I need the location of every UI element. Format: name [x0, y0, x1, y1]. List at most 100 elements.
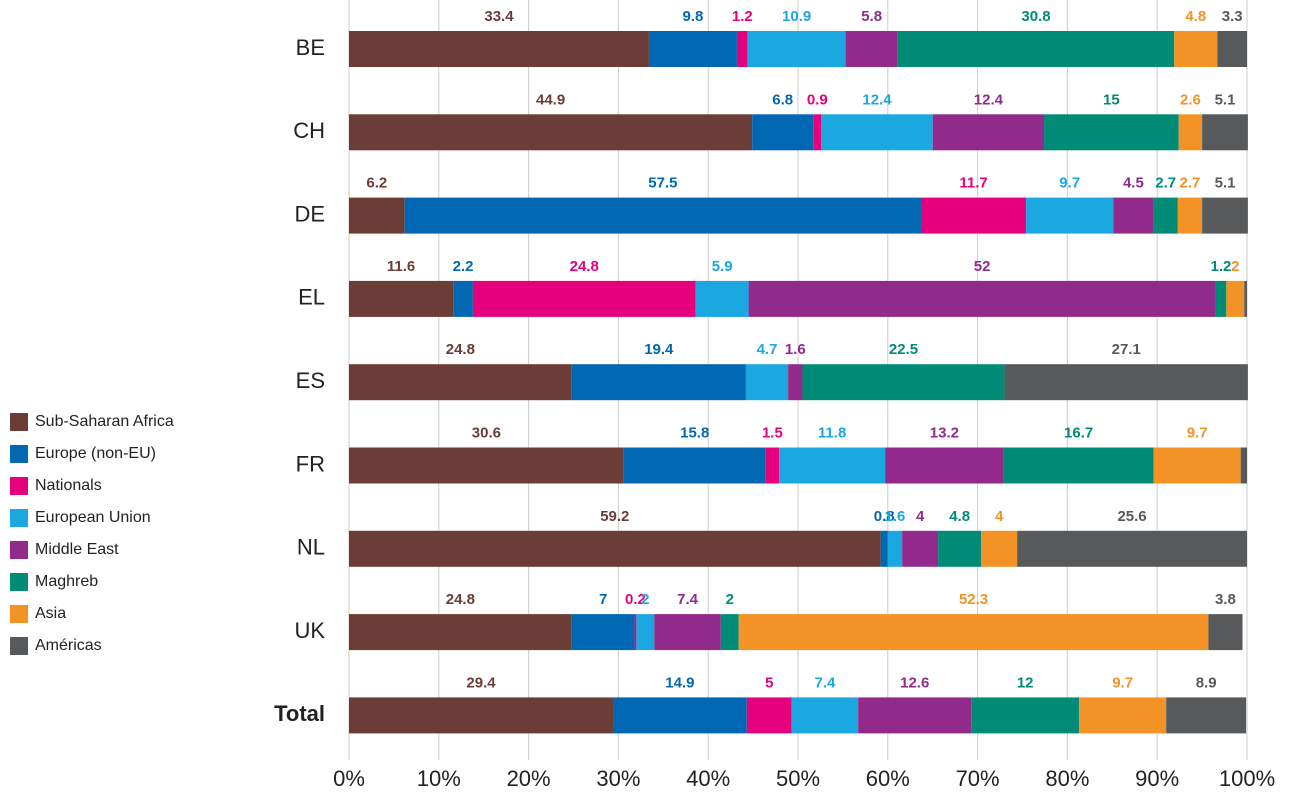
x-tick-label: 50%: [776, 766, 820, 791]
data-label: 5.1: [1215, 91, 1236, 108]
legend-label: Américas: [35, 637, 102, 654]
data-label: 7: [599, 591, 607, 608]
legend-swatch: [10, 413, 28, 431]
bar-segment: [885, 447, 1004, 484]
bar-segment: [802, 364, 1005, 401]
data-label: 9.8: [683, 8, 704, 25]
data-label: 8.9: [1196, 674, 1217, 691]
data-label: 11.8: [818, 424, 846, 441]
data-label: 1.6: [885, 508, 906, 525]
bar-segment: [349, 697, 614, 734]
data-label: 15.8: [680, 424, 709, 441]
bar-segment: [349, 31, 649, 67]
data-label: 3.3: [1222, 8, 1243, 25]
bar-segment: [745, 364, 789, 401]
data-label: 1.2: [732, 8, 753, 25]
x-tick-label: 30%: [596, 766, 640, 791]
bar-segment: [821, 114, 933, 151]
data-label: 4.8: [1185, 8, 1206, 25]
bar-segment: [1215, 280, 1227, 317]
bar-segment: [1079, 697, 1167, 734]
bar-segment: [648, 31, 737, 67]
bar-segment: [880, 530, 888, 567]
bar-segment: [845, 31, 898, 67]
data-label: 12: [1017, 674, 1034, 691]
bar-segment: [349, 114, 753, 151]
data-label: 12.4: [974, 91, 1004, 108]
legend-swatch: [10, 637, 28, 655]
bar-segment: [472, 280, 696, 317]
legend-swatch: [10, 541, 28, 559]
legend-swatch: [10, 509, 28, 527]
data-label: 0.9: [807, 91, 828, 108]
bar-segment: [858, 697, 972, 734]
bar-segment: [1202, 114, 1248, 151]
legend-label: European Union: [35, 509, 151, 526]
bar-segment: [404, 197, 922, 234]
data-label: 15: [1103, 91, 1120, 108]
data-label: 5.9: [712, 258, 733, 275]
data-label: 9.7: [1059, 175, 1080, 192]
data-label: 25.6: [1117, 508, 1146, 525]
data-label: 2.2: [453, 258, 474, 275]
data-label: 27.1: [1112, 341, 1141, 358]
bar-segment: [349, 280, 454, 317]
x-tick-label: 100%: [1219, 766, 1275, 791]
data-label: 2.7: [1155, 175, 1176, 192]
legend-label: Maghreb: [35, 573, 98, 590]
bar-segment: [1166, 697, 1247, 734]
data-label: 11.6: [387, 258, 415, 275]
bar-segment: [1004, 364, 1248, 401]
bar-segment: [636, 614, 655, 651]
bar-segment: [765, 447, 780, 484]
bar-segment: [349, 447, 624, 484]
bar-segment: [349, 197, 405, 234]
data-label: 33.4: [484, 8, 514, 25]
data-label: 24.8: [446, 341, 475, 358]
data-label: 52.3: [959, 591, 988, 608]
data-label: 16.7: [1064, 424, 1093, 441]
bar-segment: [813, 114, 822, 151]
data-label: 24.8: [446, 591, 475, 608]
bar-segment: [1174, 31, 1218, 67]
data-label: 2: [641, 591, 649, 608]
bar-segment: [1003, 447, 1154, 484]
y-tick-label: EL: [298, 285, 325, 310]
bar-segment: [921, 197, 1027, 234]
data-label: 4.7: [757, 341, 778, 358]
x-tick-label: 60%: [866, 766, 910, 791]
bar-segment: [349, 364, 572, 401]
data-label: 29.4: [466, 674, 496, 691]
y-tick-label: UK: [294, 618, 325, 643]
data-label: 1.6: [785, 341, 806, 358]
data-label: 6.8: [772, 91, 793, 108]
bar-segment: [791, 697, 859, 734]
bar-segment: [349, 614, 572, 651]
legend-swatch: [10, 477, 28, 495]
data-label: 6.2: [366, 175, 387, 192]
data-label: 10.9: [782, 8, 811, 25]
bar-segment: [902, 530, 939, 567]
bar-segment: [695, 280, 749, 317]
bar-segment: [571, 614, 635, 651]
data-label: 2.7: [1180, 175, 1201, 192]
x-tick-label: 80%: [1045, 766, 1089, 791]
data-label: 4: [995, 508, 1004, 525]
bar-segment: [897, 31, 1175, 67]
x-tick-label: 10%: [417, 766, 461, 791]
bar-segment: [1153, 197, 1178, 234]
data-label: 19.4: [644, 341, 674, 358]
bar-segment: [981, 530, 1018, 567]
bar-segment: [736, 31, 748, 67]
legend-swatch: [10, 573, 28, 591]
y-tick-label: NL: [297, 535, 325, 560]
y-tick-label: BE: [296, 35, 325, 60]
data-label: 4: [916, 508, 925, 525]
data-label: 0.8: [874, 508, 895, 525]
data-label: 5: [765, 674, 773, 691]
data-label: 5.8: [861, 8, 882, 25]
data-label: 5.1: [1215, 175, 1236, 192]
data-label: 0.2: [625, 591, 646, 608]
bar-segment: [1217, 31, 1247, 67]
